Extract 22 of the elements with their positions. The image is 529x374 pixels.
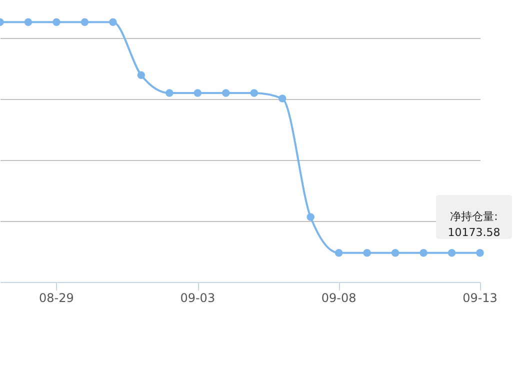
- x-tick-label: 09-08: [321, 291, 356, 305]
- point: [448, 249, 456, 257]
- point: [80, 18, 89, 26]
- point: [24, 18, 32, 26]
- point: [420, 249, 428, 257]
- point: [137, 71, 146, 79]
- point: [278, 94, 286, 102]
- point: [391, 249, 400, 257]
- x-tick-label: 09-03: [180, 291, 216, 305]
- point: [306, 213, 314, 221]
- annotation: 净持仓量: 10173.58: [448, 210, 500, 239]
- point: [334, 249, 343, 257]
- point: [222, 89, 230, 97]
- point: [166, 89, 174, 97]
- point: [194, 89, 202, 97]
- point: [109, 18, 117, 26]
- point: [52, 18, 60, 26]
- point: [363, 249, 371, 257]
- point: [250, 89, 258, 97]
- x-tick-label: 09-13: [462, 291, 498, 305]
- x-tick-label: 08-29: [39, 291, 74, 305]
- point: [476, 249, 484, 257]
